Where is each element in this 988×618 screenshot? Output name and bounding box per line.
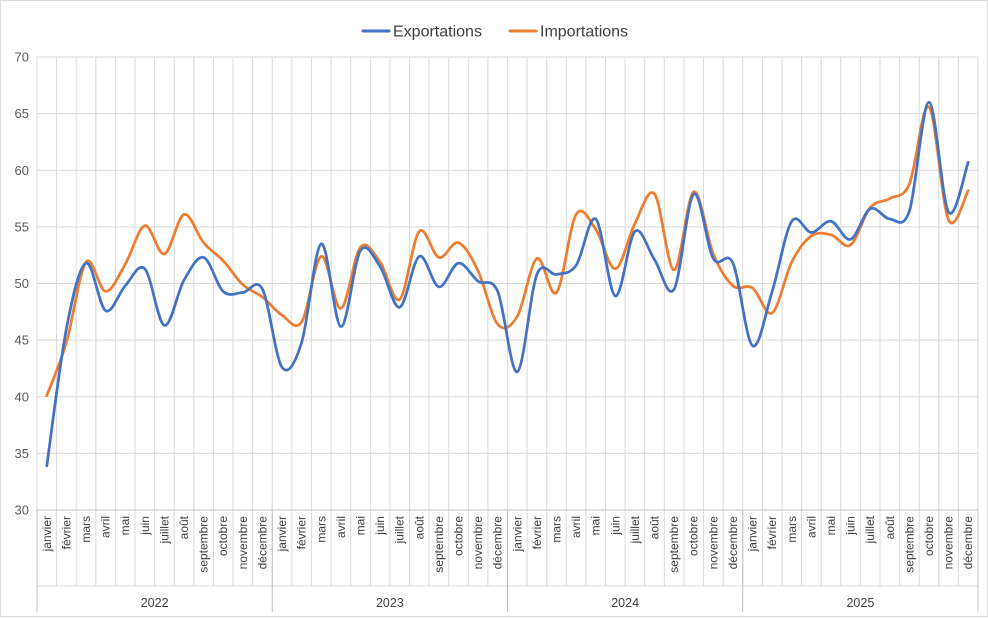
y-tick-label: 55 (15, 219, 29, 234)
series-lines (45, 100, 970, 468)
x-tick-label: avril (569, 516, 583, 538)
series-line-exportations (45, 100, 970, 468)
x-tick-label: février (59, 516, 73, 549)
x-tick-label: mars (314, 516, 328, 543)
legend: Exportations Importations (361, 24, 628, 41)
x-tick-label: janvier (275, 516, 289, 552)
x-tick-label: novembre (706, 516, 720, 570)
x-tick-label: mars (550, 516, 564, 543)
x-tick-label: octobre (922, 516, 936, 556)
x-tick-label: janvier (510, 516, 524, 552)
x-tick-label: décembre (255, 516, 269, 570)
x-tick-label: mai (353, 516, 367, 535)
year-label: 2024 (611, 596, 639, 610)
x-tick-label: décembre (961, 516, 975, 570)
x-tick-label: mai (824, 516, 838, 535)
x-tick-label: décembre (491, 516, 505, 570)
x-tick-label: août (177, 515, 191, 539)
x-tick-label: juin (844, 516, 858, 536)
x-axis: janvier février mars avril mai juin juillet aoû… (36, 509, 979, 612)
y-tick-label: 40 (15, 389, 29, 404)
x-tick-label: juin (138, 516, 152, 536)
x-tick-label: septembre (902, 516, 916, 573)
x-tick-label: novembre (942, 516, 956, 570)
x-tick-label: août (883, 515, 897, 539)
x-tick-label: novembre (471, 516, 485, 570)
x-tick-label: septembre (197, 516, 211, 573)
x-tick-label: janvier (746, 516, 760, 552)
x-tick-label: avril (804, 516, 818, 538)
y-tick-label: 70 (15, 50, 29, 65)
x-tick-label: février (295, 516, 309, 549)
x-tick-label: octobre (216, 516, 230, 556)
x-tick-label: juillet (157, 515, 171, 544)
x-tick-label: avril (99, 516, 113, 538)
x-tick-label: août (412, 515, 426, 539)
year-label: 2023 (376, 596, 404, 610)
x-tick-label: décembre (726, 516, 740, 570)
x-tick-label: mai (118, 516, 132, 535)
y-tick-label: 60 (15, 163, 29, 178)
x-tick-label: juillet (628, 515, 642, 544)
y-tick-label: 50 (15, 276, 29, 291)
x-tick-label: juillet (393, 515, 407, 544)
y-tick-label: 65 (15, 106, 29, 121)
x-tick-label: mars (79, 516, 93, 543)
x-tick-label: août (648, 515, 662, 539)
x-tick-label: mai (589, 516, 603, 535)
y-tick-label: 35 (15, 446, 29, 461)
year-label: 2025 (846, 596, 874, 610)
x-tick-label: février (530, 516, 544, 549)
x-tick-label: novembre (236, 516, 250, 570)
x-tick-label: avril (334, 516, 348, 538)
x-tick-label: juillet (863, 515, 877, 544)
legend-label-exportations: Exportations (393, 24, 482, 41)
x-tick-label: mars (785, 516, 799, 543)
x-tick-label: février (765, 516, 779, 549)
series-line-importations (45, 105, 970, 397)
gridlines (36, 56, 979, 511)
x-tick-label: juin (373, 516, 387, 536)
x-tick-label: janvier (40, 516, 54, 552)
x-tick-label: juin (608, 516, 622, 536)
y-tick-label: 30 (15, 503, 29, 518)
year-label: 2022 (141, 596, 169, 610)
x-tick-label: octobre (451, 516, 465, 556)
x-tick-label: septembre (432, 516, 446, 573)
y-axis: 30 35 40 45 50 55 60 65 70 (15, 50, 29, 518)
x-tick-label: octobre (687, 516, 701, 556)
y-tick-label: 45 (15, 333, 29, 348)
x-tick-label: septembre (667, 516, 681, 573)
legend-label-importations: Importations (540, 24, 628, 41)
